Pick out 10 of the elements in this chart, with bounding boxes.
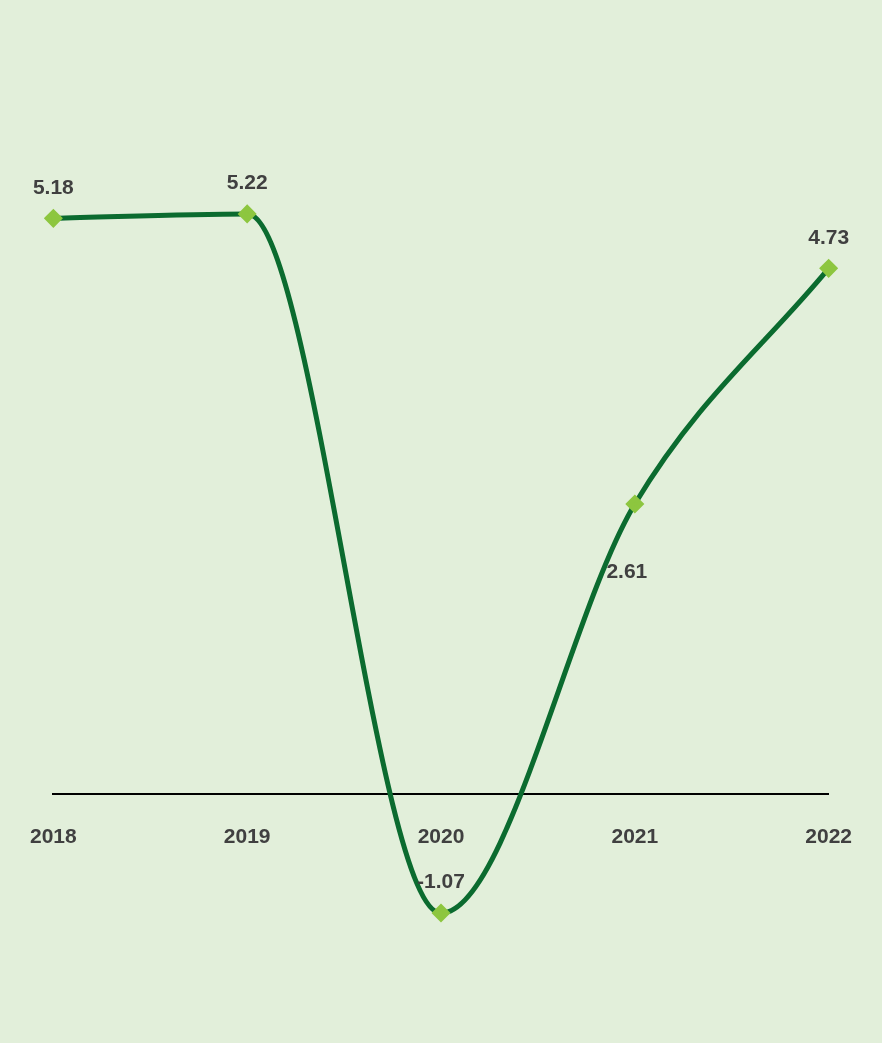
x-tick-label: 2018	[30, 823, 78, 847]
data-label: 4.73	[808, 224, 850, 248]
data-label: 5.22	[226, 170, 268, 194]
x-tick-label: 2020	[417, 823, 465, 847]
x-tick-label: 2022	[805, 823, 852, 847]
data-label: 5.18	[32, 174, 75, 198]
x-tick-label: 2019	[223, 823, 271, 847]
x-tick-label: 2021	[611, 823, 659, 847]
data-label: 2.61	[606, 559, 648, 583]
data-label: -1.07	[417, 869, 465, 893]
